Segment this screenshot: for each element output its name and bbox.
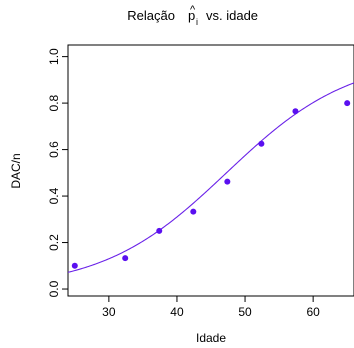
x-tick-label: 40 — [170, 305, 184, 319]
y-tick-label: 0.4 — [47, 187, 61, 204]
x-tick-label: 30 — [102, 305, 116, 319]
y-tick-label: 0.2 — [47, 234, 61, 251]
chart-title-text: Relação — [127, 8, 175, 23]
chart-title: Relação p ^ i vs. idade — [127, 4, 258, 27]
fitted-curve — [67, 82, 354, 273]
x-tick-label: 50 — [238, 305, 252, 319]
data-points — [71, 100, 351, 269]
data-point — [292, 108, 299, 115]
y-axis-label: DAC/n — [9, 153, 23, 188]
chart-title-symbol: p — [188, 8, 195, 23]
y-tick-label: 1.0 — [47, 48, 61, 65]
chart-title-suffix: vs. idade — [206, 8, 258, 23]
chart-title-hat: ^ — [190, 4, 196, 16]
y-tick-label: 0.8 — [47, 94, 61, 111]
data-point — [224, 178, 231, 185]
chart-title-subscript: i — [196, 17, 198, 27]
data-point — [344, 100, 351, 107]
x-tick-label: 60 — [306, 305, 320, 319]
data-point — [258, 140, 265, 147]
y-tick-label: 0.0 — [47, 280, 61, 297]
data-point — [71, 262, 78, 269]
data-point — [190, 208, 197, 215]
data-point — [122, 255, 129, 262]
x-axis-label: Idade — [196, 331, 226, 345]
y-axis: 0.0 0.2 0.4 0.6 0.8 1.0 — [47, 48, 68, 297]
data-point — [156, 227, 163, 234]
x-axis: 30 40 50 60 — [102, 296, 320, 319]
plot-frame — [67, 44, 354, 297]
y-tick-label: 0.6 — [47, 141, 61, 158]
